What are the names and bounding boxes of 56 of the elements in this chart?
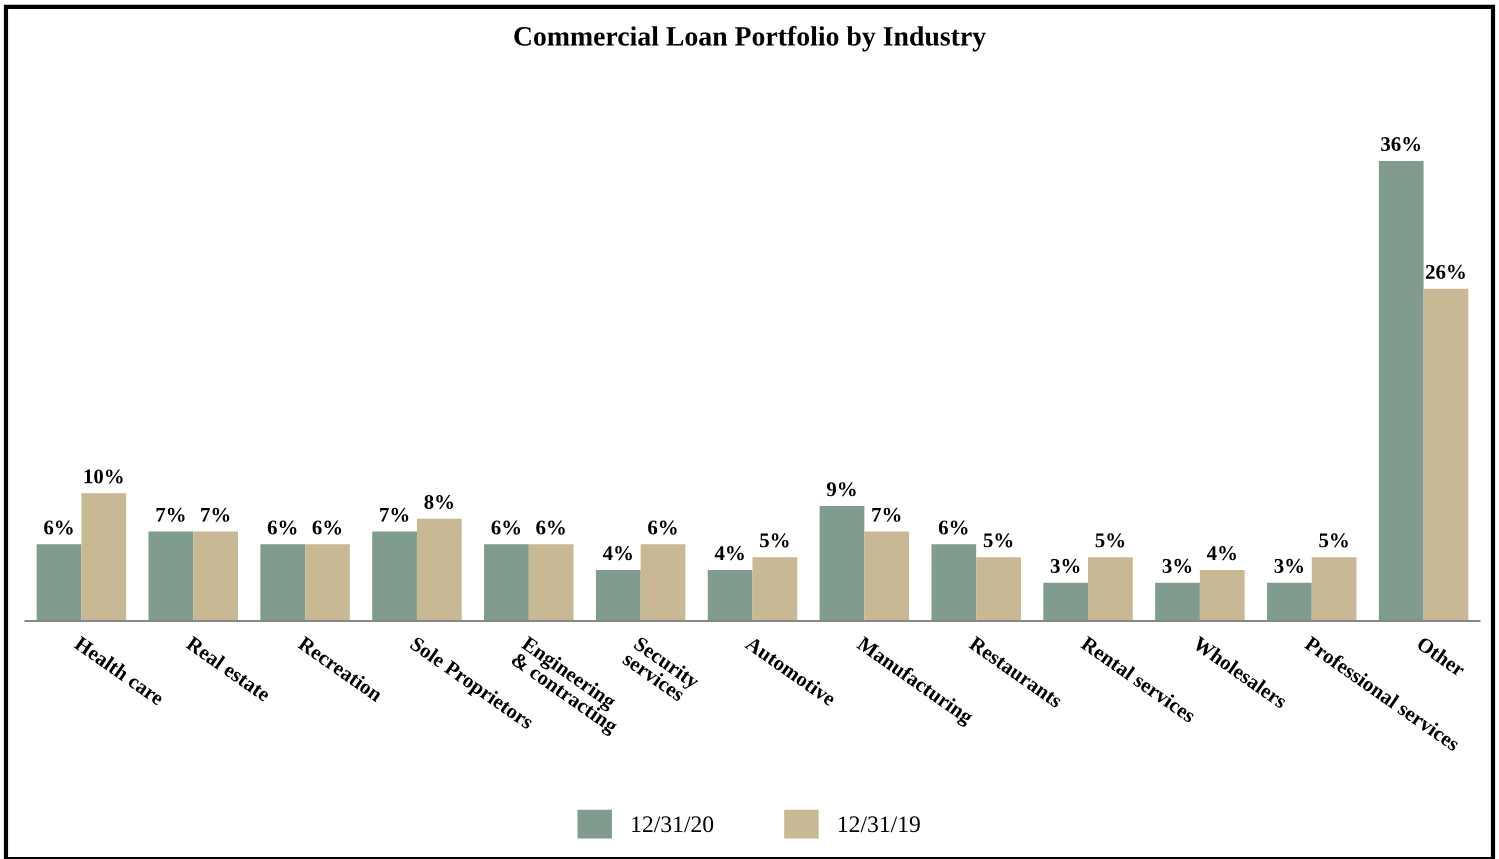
bar [1267,582,1312,622]
data-label: 4% [602,546,632,561]
bar [1311,557,1357,622]
data-label: 3% [1274,558,1304,573]
bar [193,531,238,622]
data-label: 7% [872,507,901,522]
bar [976,557,1021,622]
bar [1043,582,1089,622]
bar [819,506,865,622]
bar [81,493,127,622]
data-label: 6% [648,520,677,535]
bar [36,544,82,622]
data-label: 6% [536,520,565,535]
data-label: 7% [201,507,230,522]
bar [595,569,641,622]
legend-label: 12/31/20 [632,816,714,833]
bar [372,531,417,622]
data-label: 5% [983,533,1013,548]
data-label: 26% [1426,264,1465,279]
bar [148,531,194,622]
data-label: 6% [312,520,342,535]
bar [1378,160,1424,622]
data-label: 36% [1381,137,1421,152]
data-label: 6% [491,520,521,535]
data-label: 9% [826,482,856,497]
data-label: 4% [714,546,744,561]
data-label: 4% [1206,546,1236,561]
bar [1155,582,1200,622]
data-label: 3% [1162,558,1192,573]
bar [484,544,529,622]
data-label: 10% [84,469,123,484]
bar [864,531,910,622]
data-label: 6% [267,520,297,535]
data-label: 5% [760,533,789,548]
data-label: 8% [424,494,453,510]
legend-label: 12/31/19 [838,816,920,833]
bar [931,544,977,622]
bar [1088,557,1133,622]
bar [528,544,574,622]
data-label: 7% [156,507,185,522]
data-label: 6% [938,520,968,535]
data-label: 7% [380,507,409,522]
bar [1423,288,1469,622]
bar [416,518,462,622]
data-label: 3% [1050,558,1080,573]
data-label: 5% [1095,533,1125,548]
bar [1199,569,1245,622]
bar [707,569,753,622]
bar [752,557,798,622]
chart-title: Commercial Loan Portfolio by Industry [514,25,986,52]
bar [305,544,350,622]
data-label: 5% [1319,533,1348,548]
bar [640,544,686,622]
bar [260,544,306,622]
x-tick-label: Real estate [185,635,272,703]
data-label: 6% [44,520,73,535]
